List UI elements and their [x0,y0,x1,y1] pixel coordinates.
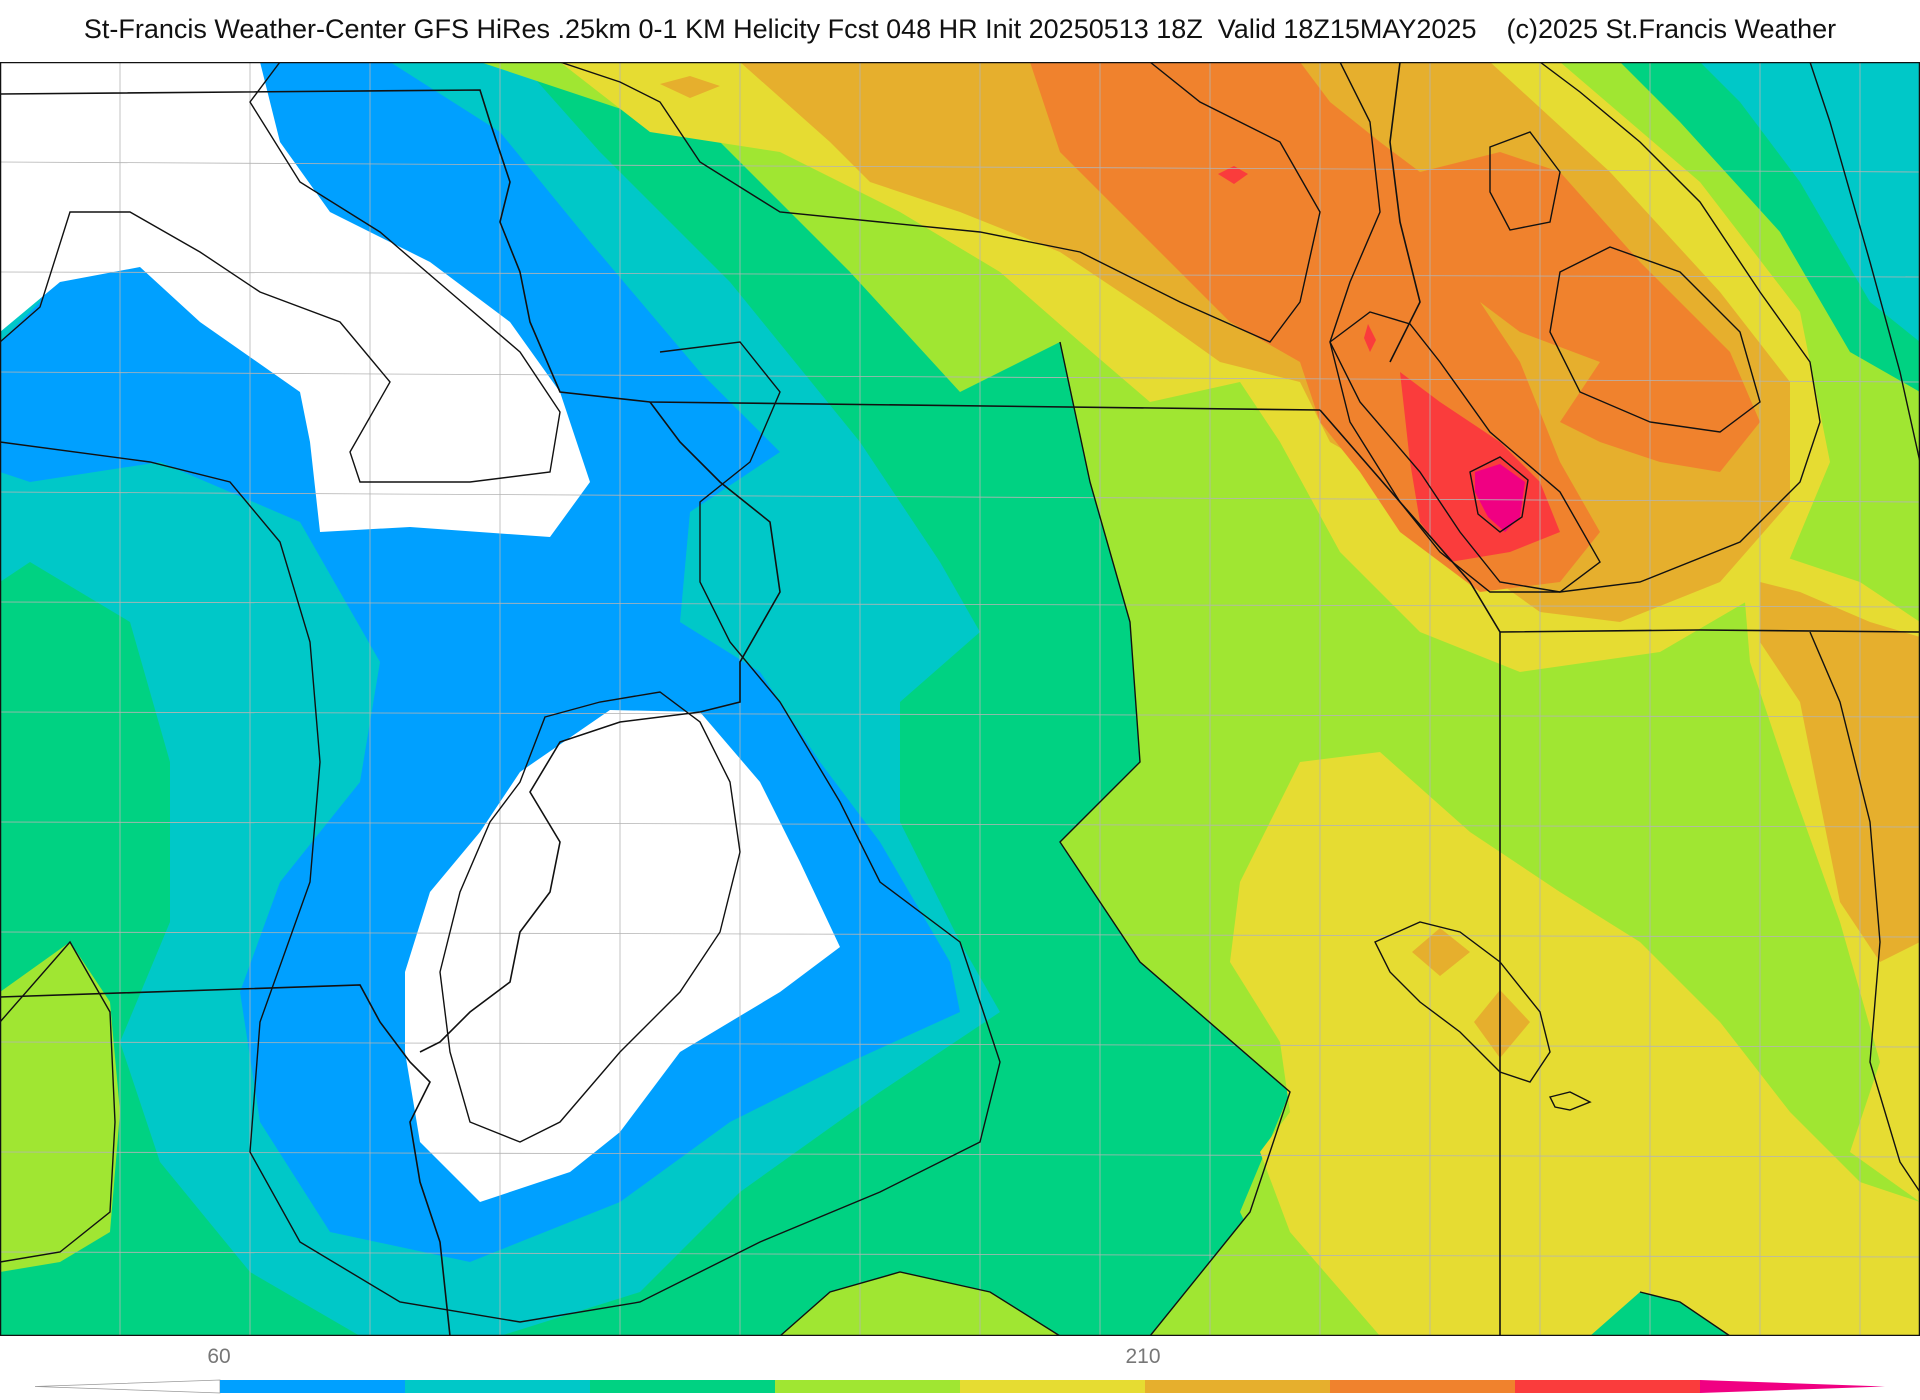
colorbar-segments [34,1379,1885,1394]
shade-lime-southwest [0,942,120,1272]
shade-yellow-south [1230,752,1920,1336]
colorbar-segment [1515,1380,1701,1393]
shade-red-speck [1364,324,1376,352]
county-lines [0,62,1920,1336]
shade-orange-north [1030,62,1760,592]
colorbar-label-high: 210 [1125,1345,1161,1368]
state-boundaries [0,62,1920,1336]
shade-cyan-northeast [1700,62,1920,342]
shade-magenta-max [1475,464,1525,532]
shade-white-north [0,62,590,537]
colorbar-label-low: 60 [207,1345,231,1368]
map-title: St-Francis Weather-Center GFS HiRes .25k… [83,14,1837,44]
shade-gold-south-1 [1412,928,1470,976]
shade-white-south [405,710,840,1202]
contour-lines [0,62,1920,1336]
colorbar-segment [405,1380,591,1393]
shade-green-south-east [1590,1292,1730,1336]
colorbar-segment [775,1380,961,1393]
colorbar-segment [1145,1380,1331,1393]
shade-gold-speck [660,76,720,98]
shade-red-speck-2 [1218,166,1248,184]
shade-gold-south-2 [1474,990,1530,1058]
colorbar-segment [960,1380,1146,1393]
helicity-map [0,62,1920,1336]
colorbar-segment [34,1379,221,1394]
colorbar-segment [1700,1380,1885,1393]
colorbar-segment [220,1380,406,1393]
colorbar-segment [1330,1380,1516,1393]
colorbar [34,1379,1885,1394]
colorbar-segment [590,1380,776,1393]
shade-gold-east [1760,582,1920,962]
shade-lime-south [780,1272,1060,1336]
